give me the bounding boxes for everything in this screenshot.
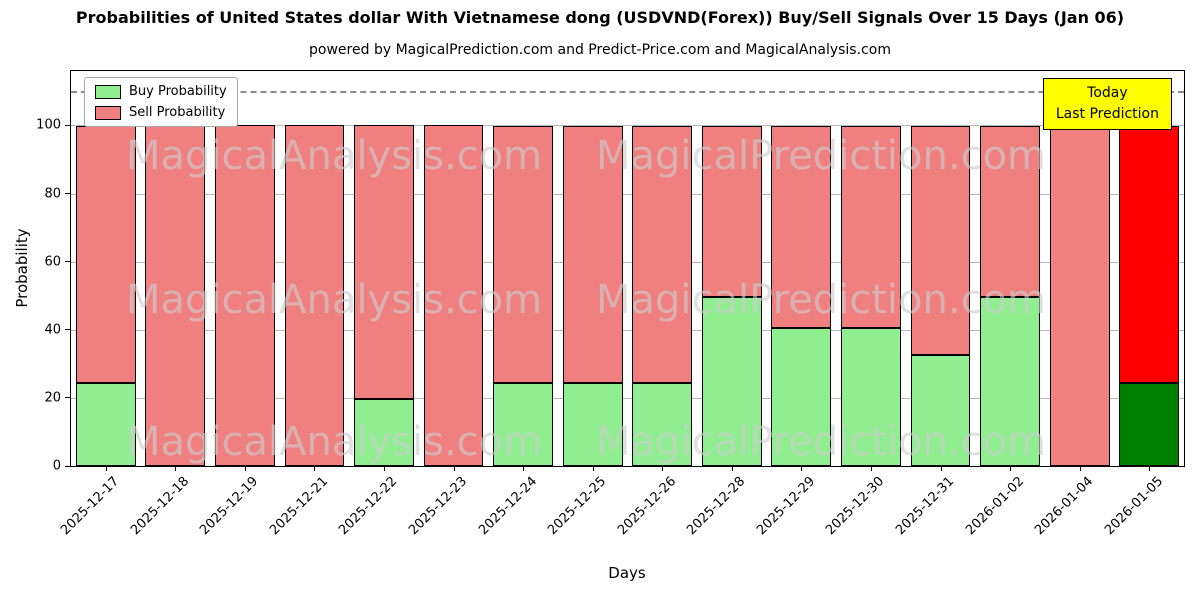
y-tick-label: 60 bbox=[44, 254, 61, 270]
y-tick-label: 80 bbox=[44, 186, 61, 202]
bar-sell-segment bbox=[1049, 125, 1110, 466]
bar-buy-segment bbox=[910, 355, 971, 466]
gridline bbox=[71, 397, 1184, 399]
x-tick-label: 2025-12-18 bbox=[127, 474, 192, 539]
bar-buy-segment bbox=[562, 382, 623, 466]
bar-buy-segment bbox=[841, 328, 901, 466]
bar-sell-segment bbox=[284, 125, 345, 466]
x-tick-mark bbox=[244, 466, 246, 471]
bar-buy-segment bbox=[493, 382, 554, 466]
legend-swatch-buy bbox=[95, 84, 121, 99]
x-tick-label: 2025-12-30 bbox=[823, 474, 888, 539]
gridline bbox=[71, 125, 1184, 127]
bar-sell-segment bbox=[562, 125, 623, 383]
x-tick-mark bbox=[801, 466, 803, 471]
legend-item-sell: Sell Probability bbox=[95, 105, 227, 120]
x-tick-label: 2025-12-26 bbox=[614, 474, 679, 539]
bar-sell-segment bbox=[145, 125, 206, 466]
bar-sell-segment bbox=[841, 125, 901, 329]
x-tick-label: 2025-12-22 bbox=[336, 474, 401, 539]
x-tick-mark bbox=[523, 466, 525, 471]
gridline bbox=[71, 261, 1184, 263]
y-tick-mark bbox=[65, 193, 71, 195]
y-tick-mark bbox=[65, 261, 71, 263]
today-annotation: Today Last Prediction bbox=[1042, 78, 1172, 130]
y-tick-mark bbox=[65, 465, 71, 467]
y-axis-label: Probability bbox=[13, 228, 31, 308]
x-tick-label: 2025-12-17 bbox=[58, 474, 123, 539]
chart-title: Probabilities of United States dollar Wi… bbox=[75, 8, 1125, 27]
x-tick-label: 2025-12-24 bbox=[475, 474, 540, 539]
x-tick-mark bbox=[314, 466, 316, 471]
x-tick-mark bbox=[1079, 466, 1081, 471]
x-tick-label: 2025-12-21 bbox=[267, 474, 332, 539]
x-tick-mark bbox=[870, 466, 872, 471]
bar-buy-segment bbox=[632, 382, 693, 466]
x-axis-label: Days bbox=[608, 564, 646, 582]
bar-sell-segment bbox=[354, 125, 414, 399]
legend-label-buy: Buy Probability bbox=[129, 84, 227, 99]
x-tick-mark bbox=[175, 466, 177, 471]
dashed-threshold-line bbox=[71, 91, 1184, 94]
bar-sell-segment bbox=[214, 125, 275, 466]
y-tick-label: 0 bbox=[52, 458, 61, 474]
y-tick-label: 40 bbox=[44, 322, 61, 338]
x-tick-mark bbox=[453, 466, 455, 471]
x-tick-label: 2025-12-29 bbox=[753, 474, 819, 539]
bar-sell-segment bbox=[632, 125, 693, 383]
bar-buy-segment bbox=[701, 297, 762, 466]
y-tick-label: 20 bbox=[44, 390, 61, 406]
bar-buy-segment bbox=[980, 297, 1040, 466]
x-tick-label: 2025-12-25 bbox=[545, 474, 610, 539]
plot-area: 0 20 40 60 80 100 2025-12-17 2025-12-18 2025-12-… bbox=[36, 70, 1185, 538]
bar-sell-segment bbox=[771, 125, 832, 329]
bar-sell-segment bbox=[75, 125, 136, 383]
today-annotation-line1: Today bbox=[1087, 85, 1128, 101]
bar-buy-segment bbox=[1119, 382, 1180, 466]
bar-sell-segment bbox=[1119, 125, 1180, 383]
x-tick-mark bbox=[592, 466, 594, 471]
x-tick-mark bbox=[662, 466, 664, 471]
x-tick-label: 2025-12-23 bbox=[406, 474, 471, 539]
bar-sell-segment bbox=[980, 125, 1040, 298]
bar-buy-segment bbox=[354, 398, 414, 466]
x-tick-label: 2025-12-28 bbox=[684, 474, 749, 539]
x-tick-mark bbox=[940, 466, 942, 471]
y-tick-label: 100 bbox=[36, 117, 61, 133]
legend-item-buy: Buy Probability bbox=[95, 84, 227, 99]
y-tick-mark bbox=[65, 397, 71, 399]
x-tick-mark bbox=[384, 466, 386, 471]
legend: Buy Probability Sell Probability bbox=[84, 77, 238, 127]
bar-sell-segment bbox=[910, 125, 971, 356]
legend-swatch-sell bbox=[95, 105, 121, 120]
chart-subtitle: powered by MagicalPrediction.com and Pre… bbox=[309, 42, 891, 58]
x-tick-label: 2025-12-31 bbox=[893, 474, 958, 539]
x-tick-mark bbox=[1149, 466, 1151, 471]
bar-sell-segment bbox=[493, 125, 554, 383]
y-tick-mark bbox=[65, 124, 71, 126]
bar-buy-segment bbox=[75, 382, 136, 466]
x-tick-mark bbox=[105, 466, 107, 471]
gridline bbox=[71, 329, 1184, 331]
x-tick-mark bbox=[1010, 466, 1012, 471]
y-tick-mark bbox=[65, 329, 71, 331]
x-tick-label: 2025-12-19 bbox=[197, 474, 262, 539]
gridline bbox=[71, 193, 1184, 195]
x-tick-label: 2026-01-04 bbox=[1032, 474, 1097, 539]
bar-sell-segment bbox=[701, 125, 762, 298]
bar-buy-segment bbox=[771, 328, 832, 466]
bar-sell-segment bbox=[423, 125, 484, 466]
x-tick-label: 2026-01-05 bbox=[1101, 474, 1166, 539]
x-tick-mark bbox=[731, 466, 733, 471]
legend-label-sell: Sell Probability bbox=[129, 105, 226, 120]
today-annotation-line2: Last Prediction bbox=[1055, 106, 1159, 122]
x-tick-label: 2026-01-02 bbox=[962, 474, 1027, 539]
